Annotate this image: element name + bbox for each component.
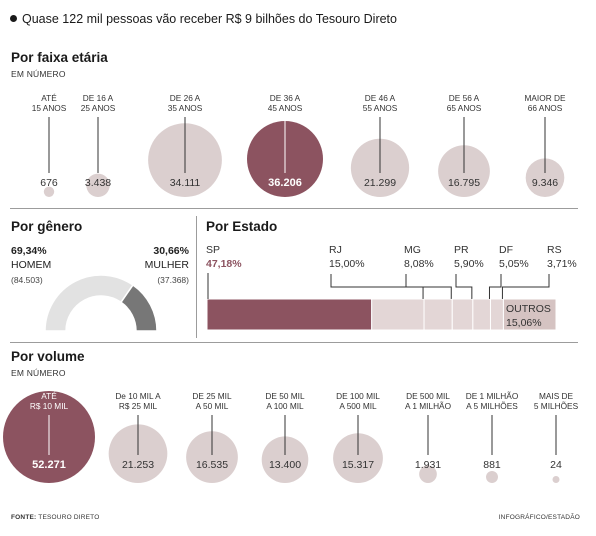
footer-source-name: TESOURO DIRETO — [38, 514, 100, 521]
age-value-label: 9.346 — [531, 177, 559, 189]
state-percent-label: 3,71% — [547, 258, 577, 270]
volume-section-subtitle: EM NÚMERO — [11, 368, 66, 378]
volume-category-label: MAIS DE 5 MILHÕES — [533, 391, 579, 411]
volume-value-label: 16.535 — [195, 459, 229, 471]
volume-value-label: 881 — [483, 459, 501, 471]
age-category-label: DE 36 A 45 ANOS — [267, 93, 303, 113]
state-percent-label: 5,90% — [454, 258, 484, 270]
state-bar-segment — [423, 298, 453, 331]
volume-bubble — [486, 471, 498, 483]
age-category-label: MAIOR DE 66 ANOS — [524, 93, 566, 113]
age-bubble — [43, 186, 55, 197]
age-category-label: DE 46 A 55 ANOS — [362, 93, 398, 113]
female-percent: 30,66% — [153, 245, 189, 257]
volume-bubble — [552, 476, 560, 483]
gender-donut-segment — [119, 283, 158, 332]
state-leader-line — [405, 274, 452, 299]
age-section-subtitle: EM NÚMERO — [11, 69, 66, 79]
volume-category-label: DE 500 MIL A 1 MILHÃO — [404, 391, 452, 411]
state-name-label: RJ — [329, 244, 342, 256]
age-bubble — [525, 158, 565, 197]
female-label: MULHER — [144, 259, 189, 271]
male-count: (84.503) — [11, 275, 43, 285]
male-label: HOMEM — [11, 259, 52, 271]
age-value-label: 3.438 — [84, 177, 112, 189]
volume-category-label: DE 50 MIL A 100 MIL — [265, 391, 305, 411]
age-category-label: DE 16 A 25 ANOS — [80, 93, 116, 113]
volume-value-label: 52.271 — [32, 459, 66, 471]
state-name-label: RS — [547, 244, 562, 256]
age-section-title: Por faixa etária — [11, 50, 108, 65]
state-name-label: OUTROS — [506, 303, 551, 315]
state-bar-segment — [472, 298, 491, 331]
volume-bubble — [333, 433, 383, 483]
divider-top — [10, 208, 578, 209]
volume-value-label: 13.400 — [268, 459, 302, 471]
state-bar-segment — [206, 298, 373, 331]
age-bubble — [86, 173, 110, 197]
age-category-label: DE 26 A 35 ANOS — [167, 93, 203, 113]
state-percent-label: 15,00% — [329, 258, 365, 270]
footer-source-label: FONTE: — [11, 514, 37, 521]
state-name-label: SP — [206, 244, 221, 256]
volume-bubble — [261, 436, 309, 483]
state-name-label: DF — [499, 244, 513, 256]
state-leader-line — [455, 274, 473, 299]
volume-bubble — [419, 465, 437, 484]
age-value-label: 36.206 — [268, 177, 302, 189]
volume-value-label: 21.253 — [121, 459, 155, 471]
state-name-label: PR — [454, 244, 469, 256]
footer-credit: INFOGRÁFICO/ESTADÃO — [498, 514, 580, 521]
divider-vertical — [196, 216, 197, 338]
state-bar-segment — [489, 298, 504, 331]
age-value-label: 21.299 — [363, 177, 397, 189]
volume-category-label: ATÉ R$ 10 MIL — [29, 391, 69, 411]
age-category-label: ATÉ 15 ANOS — [31, 93, 67, 113]
state-percent-label: 5,05% — [499, 258, 529, 270]
age-value-label: 34.111 — [169, 177, 201, 189]
bullet-icon — [10, 15, 17, 22]
headline-text: Quase 122 mil pessoas vão receber R$ 9 b… — [22, 12, 397, 26]
gender-donut-segment — [44, 274, 135, 332]
age-value-label: 676 — [40, 177, 58, 189]
volume-value-label: 1.931 — [414, 459, 442, 471]
divider-bottom — [10, 342, 578, 343]
gender-section-title: Por gênero — [11, 219, 83, 234]
male-percent: 69,34% — [11, 245, 47, 257]
state-percent-label: 47,18% — [206, 258, 242, 270]
state-percent-label: 8,08% — [404, 258, 434, 270]
volume-bubble — [186, 431, 238, 483]
volume-category-label: DE 1 MILHÃO A 5 MILHÕES — [465, 391, 519, 411]
state-percent-label: 15,06% — [506, 317, 542, 329]
state-bar-segment — [502, 298, 557, 331]
volume-section-title: Por volume — [11, 349, 85, 364]
volume-value-label: 24 — [550, 459, 562, 471]
volume-category-label: DE 100 MIL A 500 MIL — [336, 391, 380, 411]
age-category-label: DE 56 A 65 ANOS — [446, 93, 482, 113]
headline: Quase 122 mil pessoas vão receber R$ 9 b… — [10, 12, 397, 26]
female-count: (37.368) — [157, 275, 189, 285]
age-value-label: 16.795 — [447, 177, 481, 189]
state-name-label: MG — [404, 244, 421, 256]
state-leader-line — [501, 274, 550, 299]
state-leader-line — [330, 274, 424, 299]
volume-category-label: DE 25 MIL A 50 MIL — [192, 391, 232, 411]
volume-category-label: De 10 MIL A R$ 25 MIL — [115, 391, 161, 411]
state-bar-segment — [451, 298, 474, 331]
state-bar-segment — [371, 298, 425, 331]
volume-value-label: 15.317 — [341, 459, 375, 471]
footer-source: FONTE: TESOURO DIRETO — [11, 514, 99, 521]
state-section-title: Por Estado — [206, 219, 278, 234]
state-leader-line — [488, 274, 502, 299]
